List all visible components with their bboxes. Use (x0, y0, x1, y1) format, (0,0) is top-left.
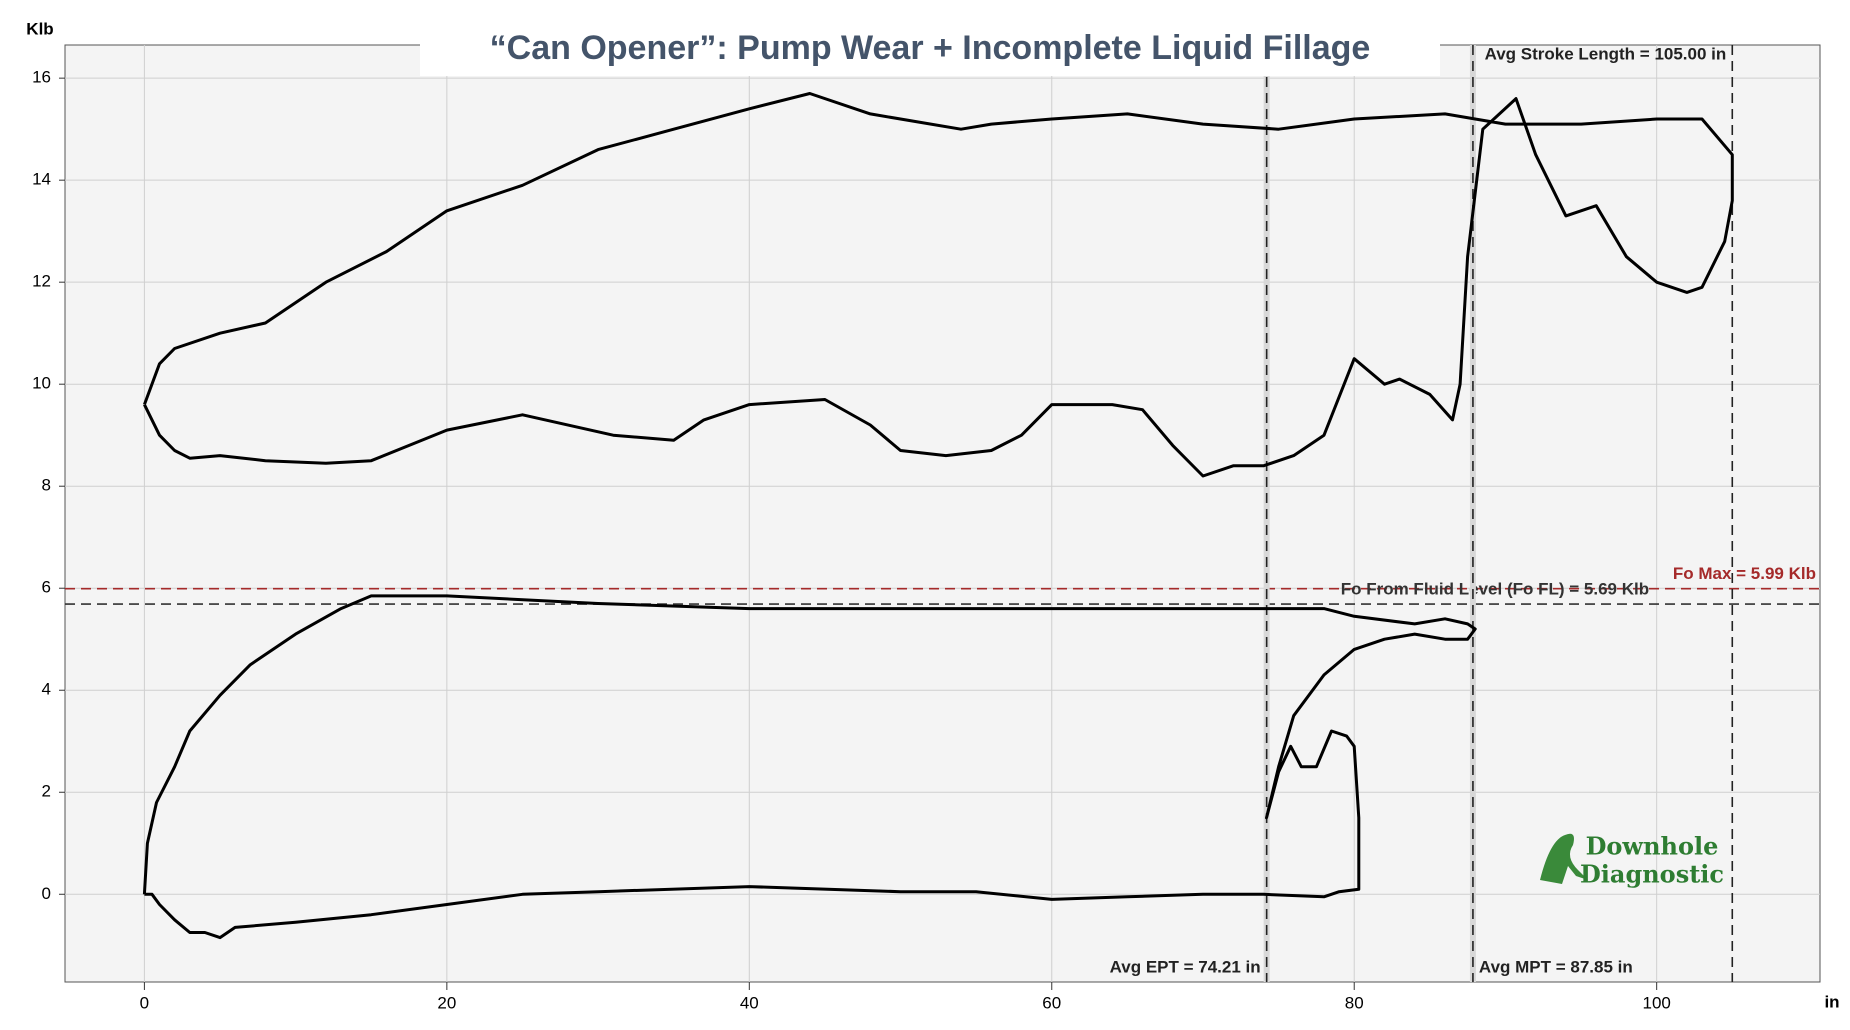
logo-text: Downhole (1586, 832, 1719, 861)
y-tick-label: 6 (42, 578, 51, 597)
y-tick-label: 14 (32, 170, 51, 189)
annotation: Avg Stroke Length = 105.00 in (1485, 44, 1727, 63)
y-tick-label: 2 (42, 782, 51, 801)
x-tick-label: 60 (1042, 993, 1061, 1012)
x-tick-label: 80 (1345, 993, 1364, 1012)
annotation: Avg MPT = 87.85 in (1479, 957, 1633, 976)
chart-title: “Can Opener”: Pump Wear + Incomplete Liq… (490, 29, 1371, 67)
y-tick-label: 10 (32, 374, 51, 393)
data-line (142, 594, 1477, 940)
x-tick-label: 100 (1642, 993, 1670, 1012)
layer: 0 2 4 6 8 10 12 14 16 0 20 40 60 80 100 Fo Max = 5.99 K… (32, 44, 1820, 1012)
y-tick-label: 0 (42, 884, 51, 903)
x-tick-label: 0 (140, 993, 149, 1012)
y-tick-label: 12 (32, 272, 51, 291)
x-tick-label: 40 (740, 993, 759, 1012)
y-tick-label: 8 (42, 476, 51, 495)
title-box (420, 26, 1440, 76)
y-tick-label: 16 (32, 68, 51, 87)
y-tick-label: 4 (42, 680, 51, 699)
annotation: Fo Max = 5.99 Klb (1673, 564, 1816, 583)
logo-text: Diagnostic (1580, 860, 1724, 889)
logo-icon (1540, 833, 1588, 884)
plot-area (64, 44, 1821, 983)
y-axis-label: Klb (26, 19, 53, 38)
annotation: Fo From Fluid Level (Fo FL) = 5.69 Klb (1341, 580, 1649, 599)
annotation: Avg EPT = 74.21 in (1110, 957, 1261, 976)
x-axis-label: in (1824, 992, 1839, 1011)
x-tick-label: 20 (437, 993, 456, 1012)
data-line (142, 92, 1734, 478)
logo: Downhole Diagnostic (1540, 832, 1724, 889)
